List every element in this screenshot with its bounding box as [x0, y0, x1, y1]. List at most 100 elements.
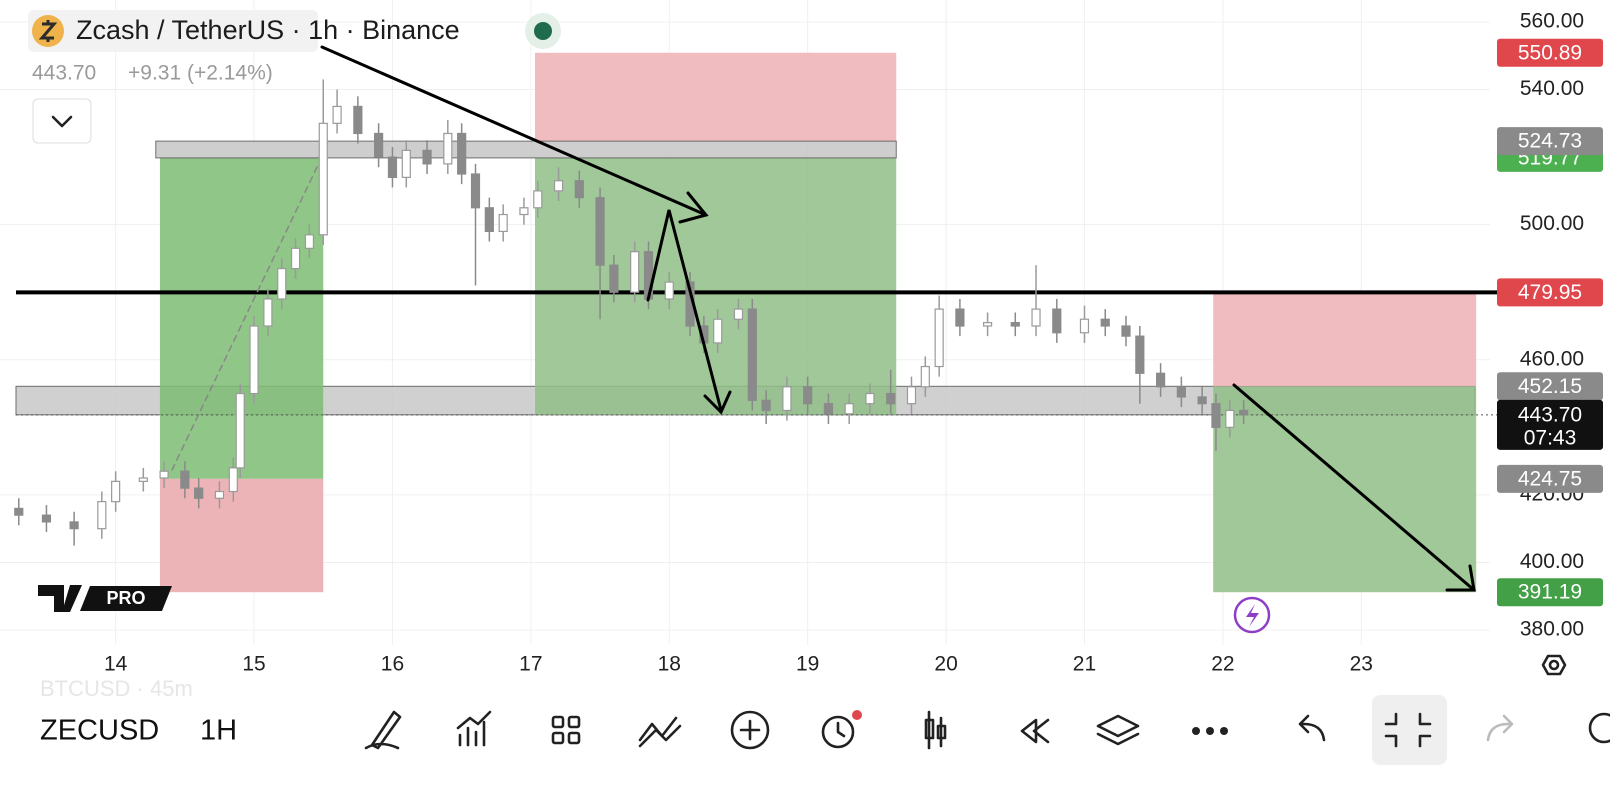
price-label-box [1497, 278, 1603, 307]
chevron-icon [51, 115, 73, 128]
price-label: 452.15 [1518, 375, 1582, 398]
redo-icon[interactable] [1486, 714, 1514, 742]
candle-body [1031, 308, 1041, 327]
short-arrow [1232, 383, 1476, 592]
alarm-icon[interactable] [821, 715, 855, 749]
undo-icon[interactable] [1298, 714, 1326, 742]
candle-body [457, 132, 467, 175]
tv-logo: PRO [38, 585, 172, 612]
candle-body [387, 156, 398, 178]
candle-body [1100, 318, 1110, 327]
toolbar-symbol[interactable]: ZECUSD [40, 715, 159, 747]
candle-body [353, 105, 363, 135]
x-tick-label: 21 [1073, 653, 1096, 676]
candle-body [1121, 325, 1131, 337]
candle-body [1135, 335, 1145, 374]
ghost-symbol: BTCUSD · 45m [40, 676, 193, 701]
y-tick-label: 380.00 [1520, 618, 1584, 641]
indicators-icon[interactable] [456, 710, 492, 747]
candle-body [886, 392, 896, 405]
x-tick-label: 18 [658, 653, 681, 676]
candle-body [519, 207, 529, 216]
alarm-badge [852, 710, 862, 720]
y-tick-label: 400.00 [1520, 550, 1584, 573]
candle-body [1155, 372, 1166, 388]
x-tick-label: 17 [519, 653, 542, 676]
candle-body [934, 308, 944, 368]
candle-body [14, 507, 24, 516]
candle-body [1239, 409, 1249, 416]
price-label: 424.75 [1518, 467, 1582, 490]
settings-icon[interactable] [1541, 654, 1567, 676]
candle-body [69, 521, 79, 530]
candle-body [733, 308, 744, 320]
candle-body [304, 234, 315, 249]
candle-body [263, 298, 273, 327]
exit-fullscreen-icon[interactable] [1384, 712, 1432, 748]
price-label: 550.89 [1518, 41, 1582, 64]
candle-body [982, 322, 993, 327]
candle-body [111, 480, 121, 503]
candle-body [955, 308, 965, 327]
more-icon[interactable] [1192, 727, 1228, 735]
add-icon[interactable] [730, 710, 770, 750]
candle-body [823, 403, 834, 415]
candle-body [844, 403, 854, 415]
candle-body [574, 180, 584, 199]
price-label-box [1497, 399, 1603, 450]
x-tick-label: 15 [242, 653, 265, 676]
zigzag-arrow [646, 209, 723, 412]
candle-body [194, 487, 204, 499]
candle-body [1211, 403, 1221, 428]
coin-glyph [38, 20, 58, 42]
layout-icon[interactable] [551, 715, 581, 745]
arrow-head [678, 191, 709, 224]
price-label-box [1497, 38, 1603, 67]
candle-body [920, 365, 930, 388]
price-label: 524.73 [1518, 130, 1582, 153]
cut-off-icon[interactable] [1588, 712, 1610, 744]
draw-icon[interactable] [364, 710, 402, 750]
status-dot [534, 22, 552, 40]
candle-body [747, 308, 757, 401]
logo-badge: PRO [106, 588, 145, 608]
collapse-button[interactable] [32, 98, 92, 144]
candle-body [1052, 308, 1062, 334]
settings-dot [1548, 659, 1560, 671]
candle-body [803, 386, 813, 405]
candle-body [1176, 386, 1186, 398]
toolbar-interval[interactable]: 1H [200, 715, 237, 747]
y-tick-label: 460.00 [1520, 347, 1584, 370]
candle-body [138, 477, 148, 482]
y-tick-label: 560.00 [1520, 10, 1584, 33]
price-label: 479.95 [1518, 281, 1582, 304]
candle-body [443, 132, 453, 165]
candle-body [401, 149, 411, 178]
position-box [155, 140, 897, 159]
symbol-title: Zcash / TetherUS · 1h · Binance [76, 15, 460, 45]
price-label-box [1497, 464, 1603, 493]
y-tick-label: 500.00 [1520, 212, 1584, 235]
x-tick-label: 20 [934, 653, 957, 676]
candle-body [1010, 322, 1020, 327]
candle-body [1079, 318, 1090, 334]
position-box [1213, 386, 1477, 593]
candle-body [228, 467, 238, 493]
candle-body [41, 514, 52, 523]
arrow-head [1445, 564, 1476, 592]
candle-body [97, 501, 107, 530]
position-box [535, 157, 897, 415]
layers-icon[interactable] [1096, 714, 1140, 746]
y-tick-label: 540.00 [1520, 77, 1584, 100]
compare-icon[interactable] [638, 716, 682, 748]
candle-body [553, 180, 564, 192]
candle-body [533, 190, 543, 209]
replay-icon[interactable] [1020, 718, 1050, 744]
candles-icon[interactable] [924, 710, 947, 750]
drawings [171, 45, 1476, 592]
toolbar-bg [0, 697, 1610, 781]
candle-body [484, 207, 494, 233]
last-price: 443.70 [32, 62, 96, 85]
fullscreen-bg [1372, 695, 1447, 765]
